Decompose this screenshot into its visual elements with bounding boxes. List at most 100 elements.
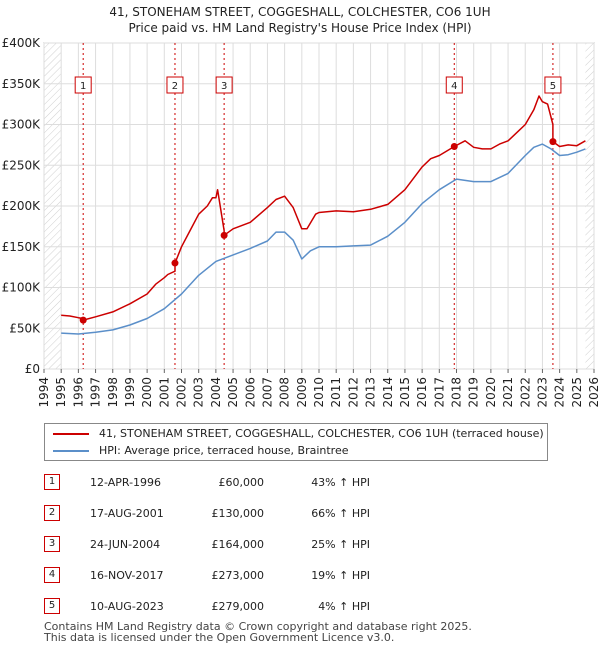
table-row: 5 10-AUG-2023 £279,000 4% ↑ HPI [44, 598, 404, 615]
x-tick-label: 2018 [450, 377, 464, 408]
x-tick-label: 2019 [467, 377, 481, 408]
sale-hpi-change: 66% ↑ HPI [311, 507, 370, 520]
x-tick-label: 2025 [570, 377, 584, 408]
y-tick-label: £300K [2, 118, 42, 132]
sale-number: 2 [44, 505, 60, 521]
sale-label-number: 4 [451, 81, 457, 92]
x-tick-label: 2023 [535, 377, 549, 408]
sale-labels: 1 2 3 4 5 [74, 76, 562, 94]
sale-label-box [445, 76, 463, 94]
y-tick-label: £400K [2, 36, 42, 50]
sale-label-box [544, 76, 562, 94]
sale-label-number: 1 [80, 81, 86, 92]
sale-markers-lines [82, 43, 554, 369]
sale-points [79, 138, 557, 324]
x-tick-label: 2005 [226, 377, 240, 408]
y-tick-label: £0 [25, 362, 40, 376]
x-tick-label: 2008 [278, 377, 292, 408]
legend-label-hpi: HPI: Average price, terraced house, Brai… [99, 444, 349, 457]
x-axis: 1994 1995 1996 1997 1998 1999 2000 2001 2002 2003… [37, 369, 600, 408]
sale-number: 4 [44, 567, 60, 583]
x-tick-label: 1994 [37, 377, 51, 408]
x-tick-label: 2000 [140, 377, 154, 408]
sale-point [79, 316, 87, 324]
x-tick-label: 2026 [587, 377, 600, 408]
chart-subtitle: Price paid vs. HM Land Registry's House … [128, 21, 472, 35]
x-tick-label: 2007 [260, 377, 274, 408]
sale-hpi-change: 43% ↑ HPI [311, 476, 370, 489]
chart-title: 41, STONEHAM STREET, COGGESHALL, COLCHES… [109, 5, 491, 19]
sale-label-box [166, 76, 184, 94]
sale-label-number: 2 [172, 81, 178, 92]
y-tick-label: £350K [2, 77, 42, 91]
table-row: 3 24-JUN-2004 £164,000 25% ↑ HPI [44, 536, 404, 553]
x-tick-label: 2014 [381, 377, 395, 408]
x-tick-label: 2012 [346, 377, 360, 408]
chart-title-block: 41, STONEHAM STREET, COGGESHALL, COLCHES… [0, 4, 600, 36]
x-tick-label: 1998 [106, 377, 120, 408]
table-row: 1 12-APR-1996 £60,000 43% ↑ HPI [44, 474, 404, 491]
legend-swatch-property [53, 433, 89, 435]
sale-price: £130,000 [211, 507, 265, 520]
sale-hpi-change: 19% ↑ HPI [311, 569, 370, 582]
y-tick-label: £200K [2, 199, 42, 213]
x-tick-label: 2009 [295, 377, 309, 408]
x-tick-label: 2022 [518, 377, 532, 408]
x-tick-label: 2002 [175, 377, 189, 408]
sale-point [450, 143, 458, 151]
gridlines [43, 42, 595, 370]
sale-point [220, 231, 228, 239]
series-line [61, 95, 586, 321]
legend: 41, STONEHAM STREET, COGGESHALL, COLCHES… [44, 423, 548, 461]
sale-point [549, 138, 557, 146]
sale-date: 17-AUG-2001 [90, 507, 164, 520]
legend-item-hpi: HPI: Average price, terraced house, Brai… [53, 443, 349, 459]
footer-copyright: Contains HM Land Registry data © Crown c… [44, 620, 472, 633]
y-tick-label: £150K [2, 240, 42, 254]
sale-price: £279,000 [211, 600, 265, 613]
x-tick-label: 1999 [123, 377, 137, 408]
x-tick-label: 2001 [157, 377, 171, 408]
x-tick-label: 2024 [553, 377, 567, 408]
x-tick-label: 2010 [312, 377, 326, 408]
sale-price: £60,000 [218, 476, 265, 489]
sale-point [171, 259, 179, 267]
price-chart: 1 2 3 4 5 £0 £50K £100K £150K £200K £250K £300K £35… [2, 36, 600, 408]
y-tick-label: £50K [9, 321, 41, 335]
legend-label-property: 41, STONEHAM STREET, COGGESHALL, COLCHES… [99, 427, 544, 440]
sale-date: 24-JUN-2004 [90, 538, 161, 551]
table-row: 2 17-AUG-2001 £130,000 66% ↑ HPI [44, 505, 404, 522]
sale-price: £164,000 [211, 538, 265, 551]
x-tick-label: 2011 [329, 377, 343, 408]
legend-swatch-hpi [53, 450, 89, 452]
y-axis: £0 £50K £100K £150K £200K £250K £300K £350K £400… [2, 36, 42, 376]
x-tick-label: 2021 [501, 377, 515, 408]
y-tick-label: £250K [2, 158, 42, 172]
sale-number: 1 [44, 474, 60, 490]
legend-item-property: 41, STONEHAM STREET, COGGESHALL, COLCHES… [53, 426, 544, 442]
x-tick-label: 2004 [209, 377, 223, 408]
series-lines [61, 95, 586, 335]
x-tick-label: 2015 [398, 377, 412, 408]
x-tick-label: 2013 [364, 377, 378, 408]
sale-hpi-change: 25% ↑ HPI [311, 538, 370, 551]
footer-licence: This data is licensed under the Open Gov… [44, 631, 395, 644]
footer: Contains HM Land Registry data © Crown c… [44, 621, 472, 643]
sale-number: 3 [44, 536, 60, 552]
x-tick-label: 1996 [71, 377, 85, 408]
table-row: 4 16-NOV-2017 £273,000 19% ↑ HPI [44, 567, 404, 584]
sale-label-box [74, 76, 92, 94]
sale-label-box [215, 76, 233, 94]
x-tick-label: 2016 [415, 377, 429, 408]
sale-date: 10-AUG-2023 [90, 600, 164, 613]
sale-hpi-change: 4% ↑ HPI [318, 600, 370, 613]
sale-date: 12-APR-1996 [90, 476, 162, 489]
x-tick-label: 2017 [432, 377, 446, 408]
sale-price: £273,000 [211, 569, 265, 582]
sale-label-number: 5 [550, 81, 556, 92]
series-line [61, 143, 586, 335]
x-tick-label: 2020 [484, 377, 498, 408]
x-tick-label: 1997 [89, 377, 103, 408]
x-tick-label: 2003 [192, 377, 206, 408]
sale-number: 5 [44, 598, 60, 614]
